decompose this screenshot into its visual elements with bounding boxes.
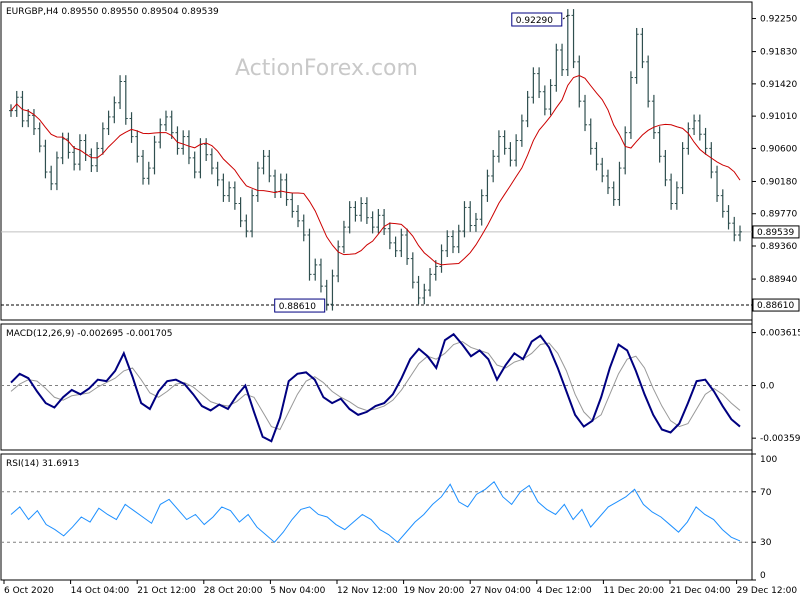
low-annotation-label: 0.88610 [279,302,316,312]
high-annotation-box [511,12,563,27]
current-price-box [752,225,800,239]
time-tick-label: 12 Nov 12:00 [337,586,398,596]
macd-signal-line [10,341,741,431]
time-tick-label: 27 Nov 04:00 [470,586,531,596]
price-tick-label: 0.89360 [760,242,797,252]
time-tick-label: 21 Dec 04:00 [670,586,731,596]
macd-tick-label: 0.0 [760,382,775,392]
time-tick-label: 11 Dec 20:00 [603,586,664,596]
rsi-tick-label: 0 [760,571,766,581]
time-tick-label: 19 Nov 20:00 [404,586,465,596]
time-tick-label: 28 Oct 20:00 [204,586,263,596]
rsi-tick-label: 30 [760,538,772,548]
time-tick-label: 6 Oct 2020 [4,586,54,596]
price-tick-label: 0.90600 [760,144,797,154]
rsi-tick-label: 100 [760,455,777,465]
low-level-box [752,298,800,312]
rsi-tick-label: 70 [760,488,772,498]
price-tick-label: 0.89770 [760,210,797,220]
watermark: ActionForex.com [235,56,418,81]
macd-pane-frame [0,323,753,451]
macd-tick-label: 0.003615 [760,329,800,339]
price-tick-label: 0.91420 [760,80,797,90]
price-tick-label: 0.91010 [760,112,797,122]
rsi-label: RSI(14) 31.6913 [6,459,79,469]
price-pane-frame [0,1,753,321]
price-tick-label: 0.90180 [760,177,797,187]
rsi-line [10,480,741,543]
low-level-label: 0.88610 [757,301,794,311]
time-tick-label: 14 Oct 04:00 [71,586,130,596]
price-tick-label: 0.88940 [760,275,797,285]
time-tick-label: 5 Nov 04:00 [270,586,325,596]
time-tick-label: 29 Dec 12:00 [737,586,798,596]
current-price-label: 0.89539 [757,228,794,238]
macd-main-line [10,332,741,443]
price-tick-label: 0.91830 [760,48,797,58]
price-header: EURGBP,H4 0.89550 0.89550 0.89504 0.8953… [6,7,219,17]
time-tick-label: 4 Dec 12:00 [537,586,592,596]
macd-tick-label: -0.003592 [760,434,800,444]
price-tick-label: 0.92250 [760,15,797,25]
high-annotation-leader [561,14,569,21]
high-annotation-label: 0.92290 [516,16,553,26]
moving-average-line [10,74,741,266]
time-tick-label: 21 Oct 12:00 [137,586,196,596]
rsi-pane-frame [0,453,753,581]
macd-label: MACD(12,26,9) -0.002695 -0.001705 [6,329,172,339]
low-annotation-box [274,298,326,313]
